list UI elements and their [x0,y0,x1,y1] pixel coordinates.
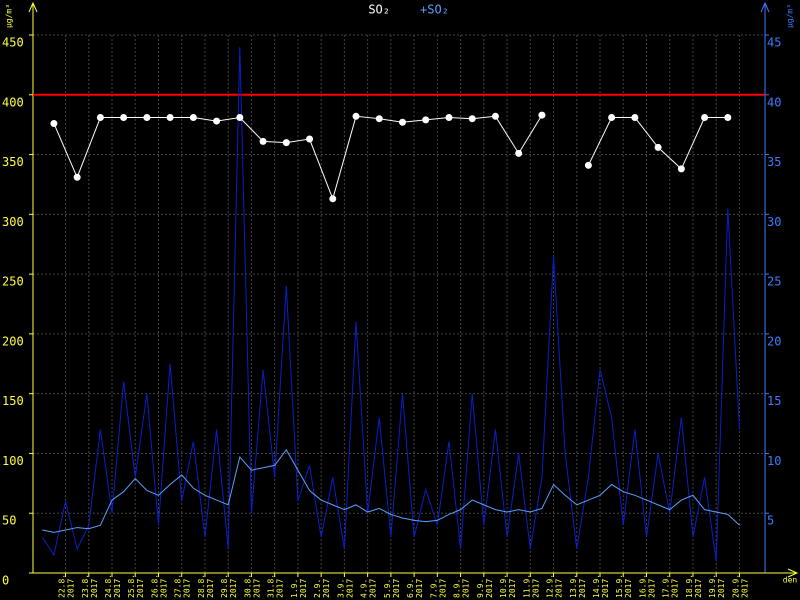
x-tick-label: 26.8.2017 [150,574,168,598]
data-point [701,113,709,121]
x-tick-label: 31.8.2017 [266,574,284,598]
data-point [445,113,453,121]
x-tick-label: 10.9.2017 [499,574,517,598]
x-tick-label: 30.8.2017 [243,574,261,598]
data-point [143,113,151,121]
y2-axis-arrow [760,1,770,13]
y-axis-label: µg/m³ [5,4,14,28]
y-tick-label: 150 [2,394,24,408]
x-tick-label: 27.8.2017 [173,574,191,598]
x-tick-label: 23.8.2017 [80,574,98,598]
data-point [538,111,546,119]
x-tick-label: 19.9.2017 [708,574,726,598]
x-tick-label: 13.9.2017 [568,574,586,598]
data-point [724,113,732,121]
series-line [587,116,728,170]
x-tick-label: 7.9.2017 [429,579,447,598]
x-tick-label: 18.9.2017 [684,574,702,598]
chart-title: SO₂ [368,3,390,17]
data-point [584,161,592,169]
data-point [422,116,430,124]
data-point [120,113,128,121]
y-tick-label: 50 [2,514,16,528]
data-point [166,113,174,121]
data-point [50,119,58,127]
x-tick-label: 3.9.2017 [336,579,354,598]
y-axis-arrow [28,1,38,13]
data-point [654,143,662,151]
data-point [375,115,383,123]
data-point [259,137,267,145]
data-point [189,113,197,121]
y2-tick-label: 15 [767,394,781,408]
x-tick-label: 8.9.2017 [452,579,470,598]
series-line [53,114,543,201]
chart-subtitle: +SO₂ [420,3,449,17]
y2-tick-label: 5 [767,514,774,528]
x-tick-label: 12.9.2017 [545,574,563,598]
y-tick-label: 100 [2,454,24,468]
data-point [306,135,314,143]
x-tick-label: 15.9.2017 [615,574,633,598]
x-axis-arrow [787,568,799,578]
x-tick-label: 6.9.2017 [406,579,424,598]
y-tick-label: 450 [2,36,24,50]
y-tick-label: 0 [2,574,9,588]
y2-tick-label: 30 [767,215,781,229]
y2-tick-label: 40 [767,95,781,109]
series-line [41,46,740,562]
data-point [398,118,406,126]
y-tick-label: 400 [2,95,24,109]
y-tick-label: 300 [2,215,24,229]
x-tick-label: 2.9.2017 [313,579,331,598]
y-tick-label: 250 [2,275,24,289]
data-point [468,115,476,123]
x-tick-label: 11.9.2017 [522,574,540,598]
y2-tick-label: 45 [767,36,781,50]
data-point [515,149,523,157]
data-point [213,117,221,125]
y2-tick-label: 35 [767,155,781,169]
data-point [96,113,104,121]
x-tick-label: 9.9.2017 [475,579,493,598]
data-point [631,113,639,121]
x-tick-label: 14.9.2017 [592,574,610,598]
x-tick-label: 1.9.2017 [289,579,307,598]
x-tick-label: 16.9.2017 [638,574,656,598]
data-point [352,112,360,120]
x-tick-label: 22.8.2017 [57,574,75,598]
x-tick-label: 4.9.2017 [359,579,377,598]
data-point [491,112,499,120]
data-point [329,195,337,203]
x-tick-label: 28.8.2017 [196,574,214,598]
x-tick-label: 5.9.2017 [382,579,400,598]
y-tick-label: 200 [2,334,24,348]
x-tick-label: 25.8.2017 [127,574,145,598]
data-point [608,113,616,121]
x-tick-label: 20.9.2017 [731,574,749,598]
x-tick-label: 24.8.2017 [104,574,122,598]
y2-tick-label: 25 [767,275,781,289]
y2-axis-label: µg/m³ [786,4,795,28]
data-point [677,165,685,173]
x-tick-label: 17.9.2017 [661,574,679,598]
y-tick-label: 350 [2,155,24,169]
y2-tick-label: 20 [767,334,781,348]
x-tick-label: 29.8.2017 [220,574,238,598]
series-line [42,448,740,533]
data-point [236,113,244,121]
data-point [73,173,81,181]
x-axis-label: den [783,576,798,585]
y2-tick-label: 10 [767,454,781,468]
data-point [282,139,290,147]
